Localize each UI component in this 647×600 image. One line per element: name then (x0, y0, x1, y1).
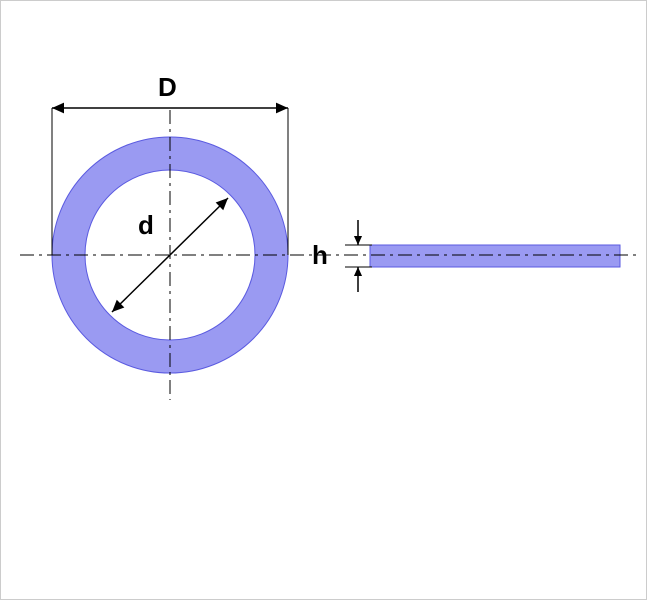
label-outer-diameter: D (158, 72, 177, 103)
label-inner-diameter: d (138, 210, 154, 241)
washer-side-view (370, 245, 620, 267)
diagram-svg (0, 0, 647, 600)
label-thickness: h (312, 240, 328, 271)
diagram-stage: D d h (0, 0, 647, 600)
